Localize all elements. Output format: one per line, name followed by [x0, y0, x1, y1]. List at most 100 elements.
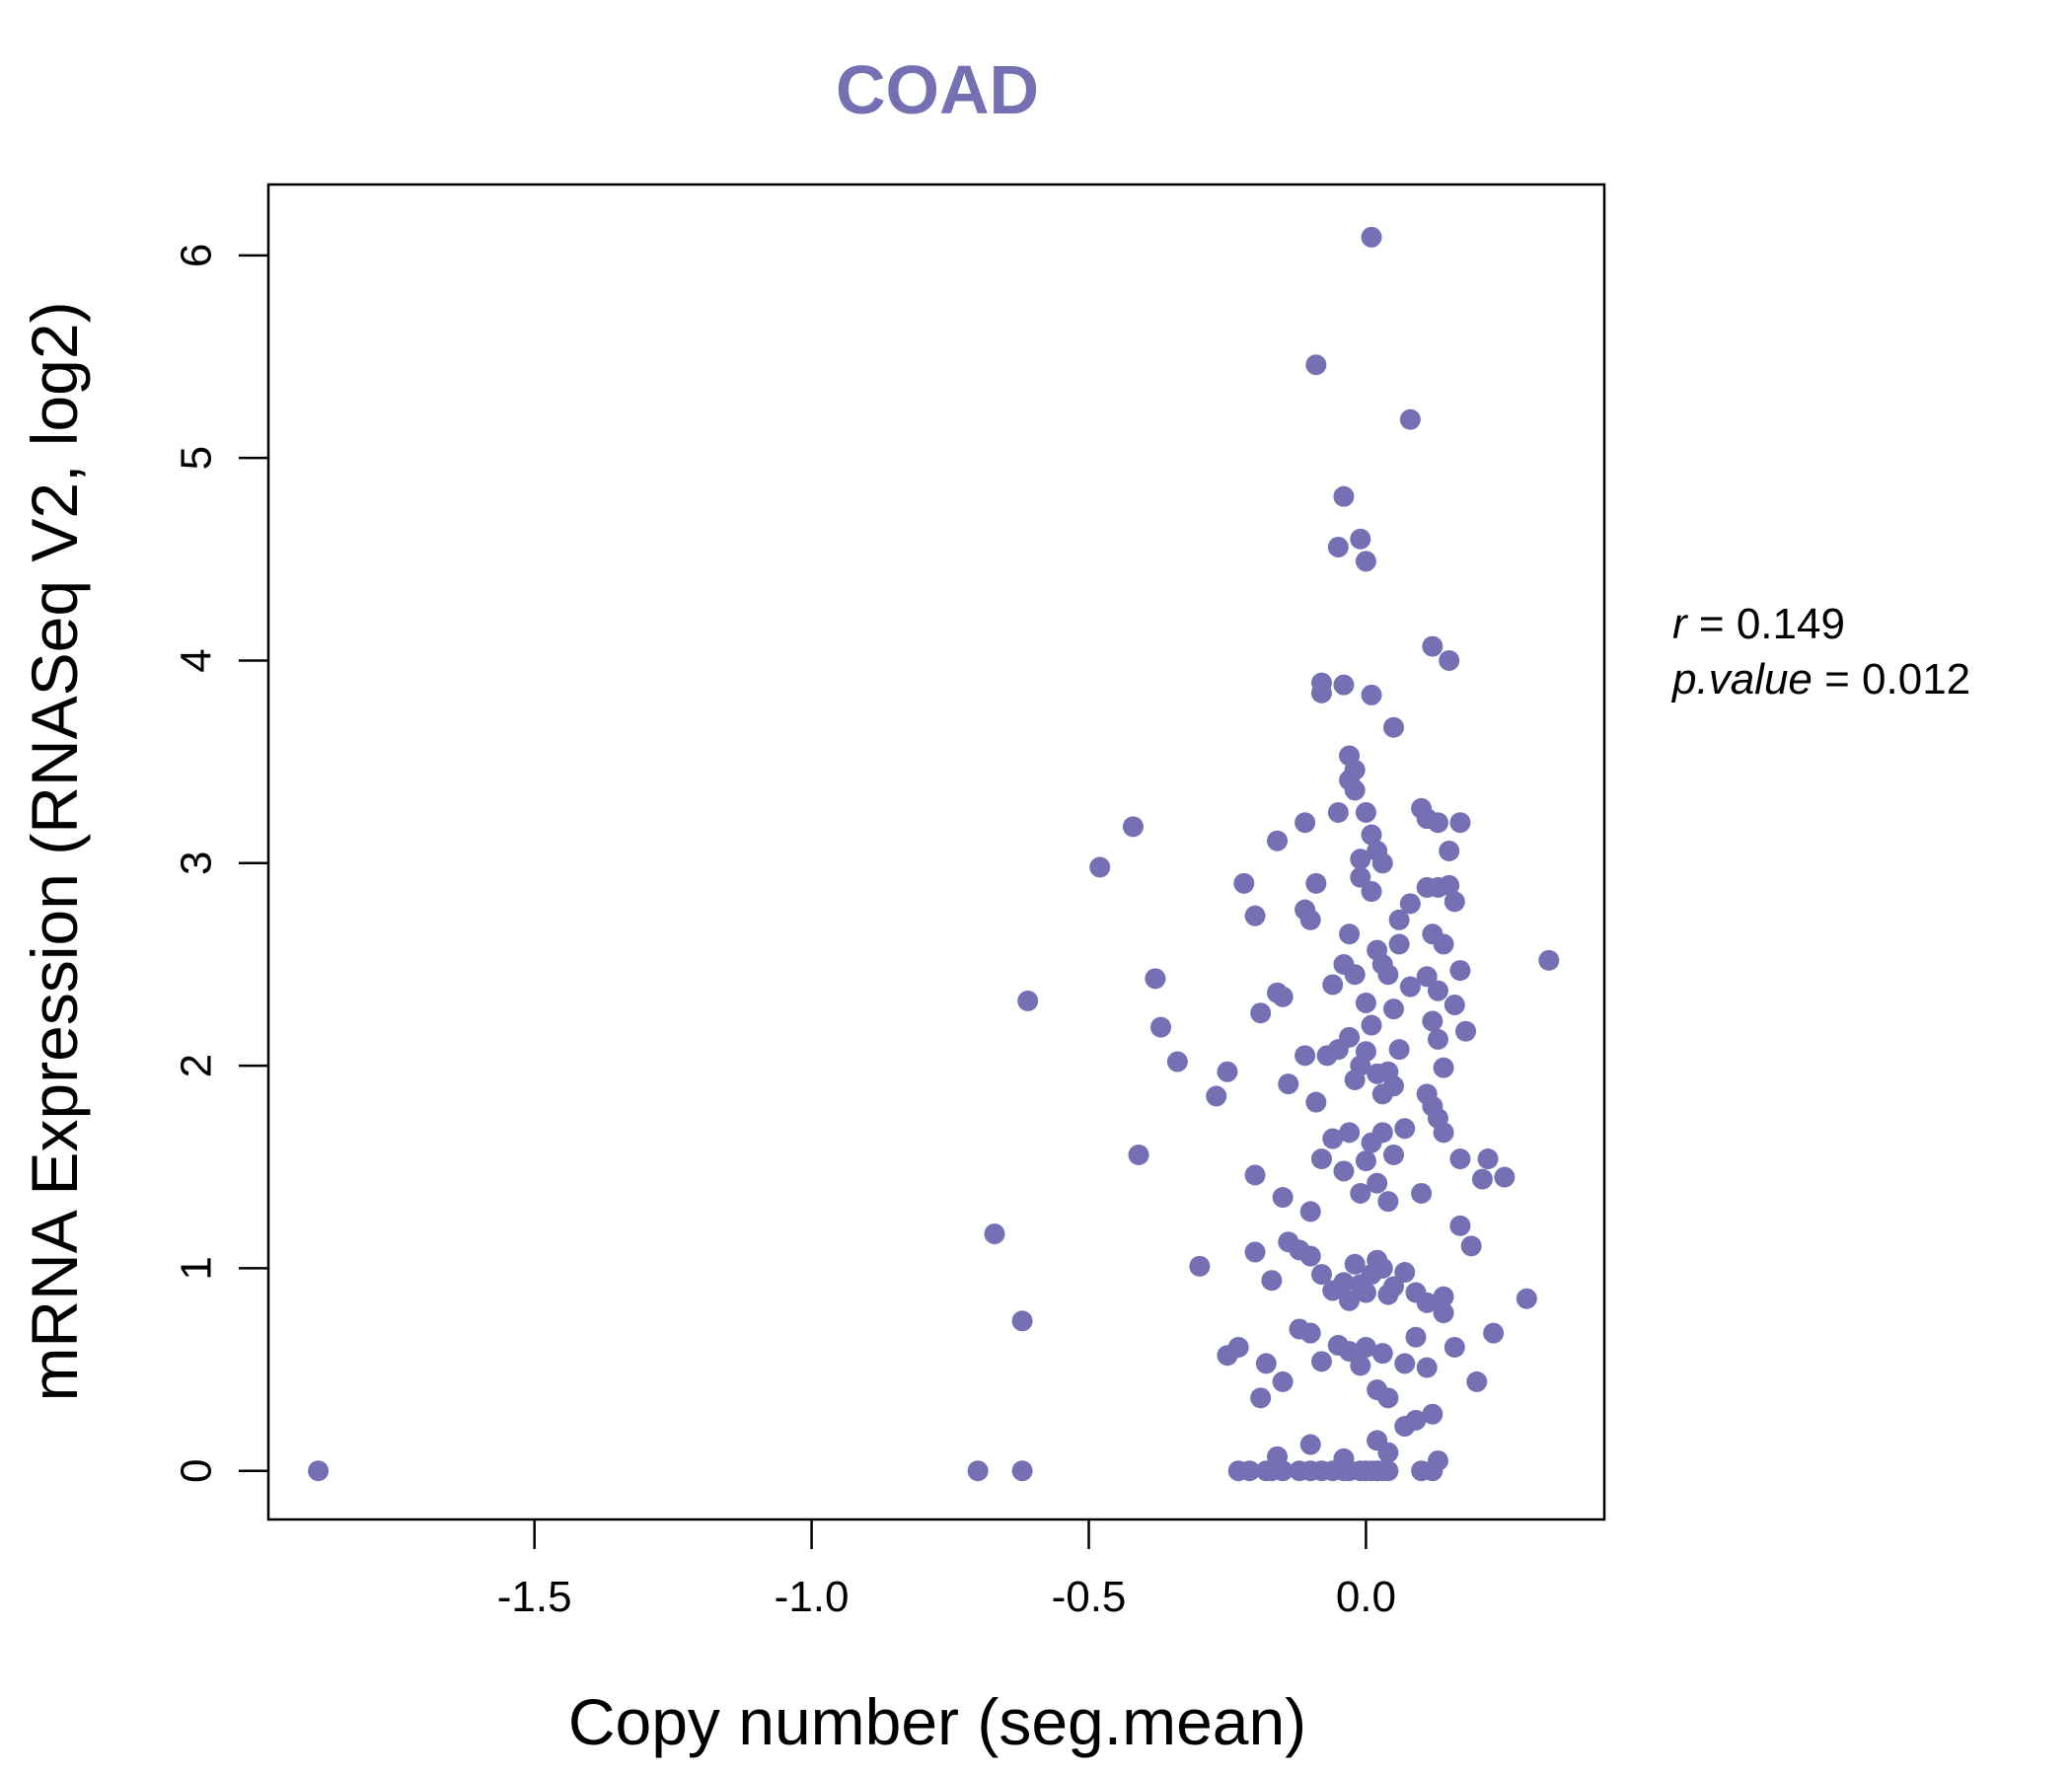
- data-point: [1122, 816, 1144, 838]
- data-point: [1233, 872, 1255, 894]
- x-tick-label: -1.0: [775, 1573, 850, 1621]
- data-point: [984, 1223, 1005, 1245]
- data-point: [1206, 1085, 1227, 1107]
- data-point: [1433, 1122, 1454, 1144]
- data-point: [1310, 1264, 1332, 1286]
- data-point: [1361, 226, 1382, 248]
- data-point: [1471, 1168, 1493, 1190]
- data-point: [1299, 1201, 1321, 1222]
- x-axis: -1.5 -1.0 -0.5 0.0: [497, 1519, 1396, 1621]
- stats-annotation: r = 0.149 p.value = 0.012: [1670, 600, 1970, 703]
- data-point: [1238, 1460, 1260, 1482]
- data-point: [1322, 1128, 1344, 1149]
- data-point: [1250, 1002, 1272, 1024]
- data-point: [1244, 905, 1266, 926]
- data-point: [1339, 924, 1361, 945]
- data-point: [1427, 1449, 1448, 1471]
- data-point: [1355, 1282, 1376, 1303]
- data-point: [1377, 1387, 1399, 1409]
- data-point: [1089, 856, 1111, 878]
- data-point: [1361, 881, 1382, 903]
- data-point: [1427, 812, 1448, 834]
- data-point: [1299, 909, 1321, 930]
- data-point: [1355, 551, 1376, 572]
- data-point: [1433, 1302, 1454, 1324]
- data-point: [1305, 354, 1327, 376]
- data-point: [1439, 649, 1460, 671]
- data-point: [1443, 995, 1465, 1016]
- data-point: [1416, 1292, 1438, 1313]
- data-point: [1377, 964, 1399, 986]
- y-tick-label: 6: [173, 244, 221, 267]
- y-tick-label: 2: [173, 1054, 221, 1077]
- data-point: [1405, 1326, 1427, 1348]
- data-point: [1399, 976, 1421, 998]
- data-point: [1272, 986, 1294, 1007]
- data-point: [1383, 716, 1405, 738]
- data-point: [1411, 1182, 1433, 1204]
- data-point: [1433, 1057, 1454, 1078]
- data-point: [1333, 485, 1355, 507]
- y-axis: 0 1 2 3 4 5 6: [173, 244, 268, 1483]
- data-point: [1255, 1353, 1277, 1374]
- data-point: [1344, 1253, 1366, 1275]
- data-point: [1449, 1215, 1471, 1236]
- data-point: [1310, 1148, 1332, 1170]
- data-point: [1333, 1272, 1355, 1294]
- data-point: [1244, 1241, 1266, 1263]
- data-points: [308, 226, 1560, 1482]
- data-point: [1427, 980, 1448, 1001]
- data-point: [1017, 990, 1039, 1011]
- data-point: [1011, 1310, 1033, 1332]
- y-axis-label: mRNA Expression (RNASeq V2, log2): [18, 301, 91, 1401]
- data-point: [1267, 1445, 1289, 1467]
- data-point: [1310, 682, 1332, 703]
- y-tick-label: 4: [173, 648, 221, 672]
- data-point: [1388, 1039, 1410, 1061]
- data-point: [1339, 1341, 1361, 1363]
- svg-text:r = 0.149: r = 0.149: [1672, 600, 1845, 648]
- data-point: [1377, 1460, 1399, 1482]
- x-axis-label: Copy number (seg.mean): [568, 1685, 1306, 1758]
- data-point: [1377, 1442, 1399, 1463]
- data-point: [1355, 1150, 1376, 1172]
- data-point: [1272, 1187, 1294, 1209]
- data-point: [1399, 893, 1421, 915]
- data-point: [1383, 1276, 1405, 1297]
- data-point: [1439, 840, 1460, 861]
- data-point: [1261, 1270, 1283, 1292]
- data-point: [1244, 1164, 1266, 1186]
- data-point: [1350, 528, 1371, 550]
- y-tick-label: 0: [173, 1458, 221, 1482]
- data-point: [308, 1460, 330, 1482]
- data-point: [1344, 964, 1366, 986]
- data-point: [1299, 1322, 1321, 1344]
- y-tick-label: 5: [173, 446, 221, 470]
- data-point: [1322, 974, 1344, 996]
- data-point: [1466, 1370, 1488, 1392]
- data-point: [1333, 1447, 1355, 1469]
- data-point: [1350, 1355, 1371, 1376]
- data-point: [1267, 830, 1289, 851]
- data-point: [1422, 1010, 1443, 1032]
- data-point: [1339, 1290, 1361, 1311]
- data-point: [1355, 1041, 1376, 1063]
- data-point: [1449, 960, 1471, 982]
- data-point: [1166, 1051, 1188, 1073]
- data-point: [1399, 408, 1421, 430]
- data-point: [1310, 1351, 1332, 1372]
- r-value: 0.149: [1737, 600, 1845, 648]
- y-tick-label: 3: [173, 851, 221, 875]
- data-point: [1383, 999, 1405, 1020]
- data-point: [1350, 866, 1371, 888]
- data-point: [1416, 1357, 1438, 1378]
- data-point: [1394, 1118, 1416, 1140]
- data-point: [1433, 933, 1454, 955]
- data-point: [1455, 1020, 1477, 1042]
- data-point: [1449, 1148, 1471, 1170]
- data-point: [1422, 1403, 1443, 1425]
- data-point: [1371, 1122, 1393, 1144]
- data-point: [1361, 1014, 1382, 1036]
- data-point: [1327, 801, 1349, 823]
